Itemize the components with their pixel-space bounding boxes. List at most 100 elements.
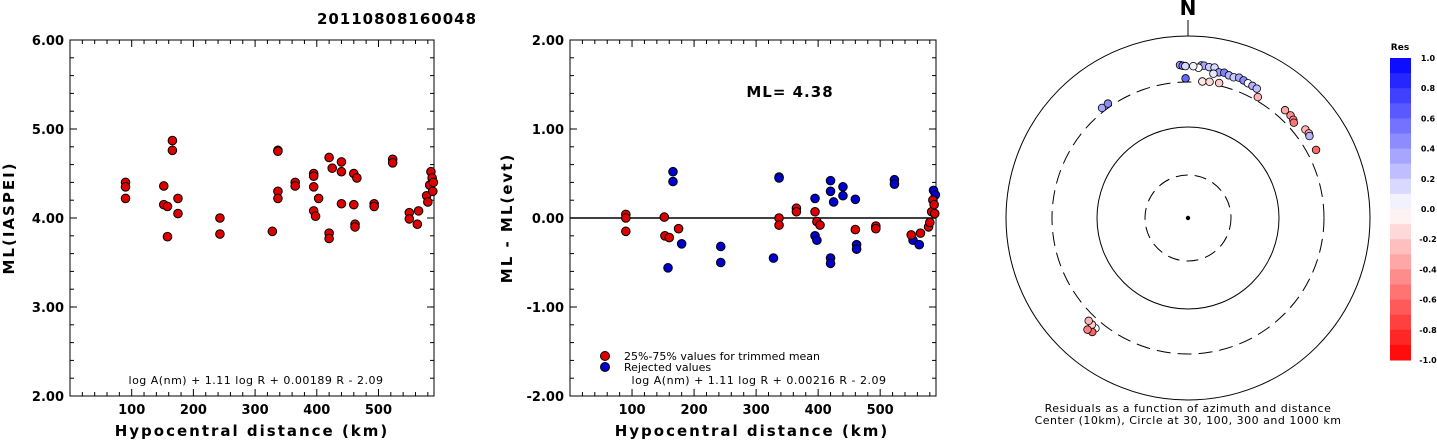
left-data-point xyxy=(308,171,319,181)
left-y-axis-label: ML(IASPEI) xyxy=(0,161,18,274)
left-data-point xyxy=(167,135,178,146)
left-data-point xyxy=(313,193,324,204)
mid-xtick-label: 300 xyxy=(743,403,770,418)
left-data-point xyxy=(162,201,173,212)
mid-accepted-point xyxy=(924,217,935,228)
left-ytick-label: 3.00 xyxy=(32,301,64,316)
mid-accepted-point xyxy=(664,232,675,243)
colorbar-label: 0.8 xyxy=(1421,84,1436,93)
mid-accepted-point xyxy=(774,220,784,230)
left-data-point xyxy=(348,199,359,210)
left-xtick-label: 500 xyxy=(365,403,392,418)
mid-rejected-point xyxy=(851,244,862,254)
mid-rejected-point xyxy=(668,176,678,187)
ring-30km xyxy=(1144,174,1232,262)
left-data-point xyxy=(324,233,334,244)
legend: 25%-75% values for trimmed mean Rejected… xyxy=(600,350,820,374)
left-data-point xyxy=(158,181,169,191)
left-data-point xyxy=(167,145,178,156)
left-ytick-label: 6.00 xyxy=(32,34,64,49)
mid-points xyxy=(621,166,941,273)
mid-accepted-point xyxy=(673,223,684,234)
colorbar-bands xyxy=(1390,58,1411,361)
left-data-point xyxy=(336,166,347,177)
colorbar-band xyxy=(1390,269,1411,285)
left-data-point xyxy=(215,213,225,223)
mid-accepted-point xyxy=(929,208,940,219)
colorbar-band xyxy=(1390,103,1411,119)
colorbar-band xyxy=(1390,314,1411,331)
mid-formula: log A(nm) + 1.11 log R + 0.00216 R - 2.0… xyxy=(632,374,887,387)
figure-title: 20110808160048 xyxy=(317,10,477,28)
legend-rejected-marker xyxy=(600,362,610,372)
colorbar-band xyxy=(1390,239,1411,255)
mid-y-axis-label: ML - ML(evt) xyxy=(498,153,516,283)
mid-ytick-label: 2.00 xyxy=(532,34,564,49)
polar-data-point xyxy=(1198,77,1207,86)
colorbar-label: 0.4 xyxy=(1421,145,1436,154)
left-points xyxy=(120,135,439,244)
colorbar-label: 0.0 xyxy=(1421,205,1436,214)
colorbar-band xyxy=(1390,133,1411,150)
mid-ytick-label: 0.00 xyxy=(532,212,564,227)
ring-100km xyxy=(1096,126,1280,310)
polar-data-point xyxy=(1289,118,1299,127)
colorbar-band xyxy=(1390,88,1411,104)
polar-data-point xyxy=(1181,61,1190,71)
colorbar-band xyxy=(1390,344,1411,361)
left-data-point xyxy=(120,193,131,204)
mid-accepted-point xyxy=(906,230,916,240)
colorbar-label: -0.6 xyxy=(1419,296,1437,305)
mid-ytick-label: -2.00 xyxy=(527,390,564,405)
mid-accepted-point xyxy=(791,206,802,217)
mid-accepted-point xyxy=(871,223,881,234)
left-data-point xyxy=(336,198,347,209)
ml-value-label: ML= 4.38 xyxy=(746,83,833,101)
mid-rejected-point xyxy=(663,263,673,273)
mid-rejected-point xyxy=(810,193,820,204)
colorbar-band xyxy=(1390,73,1411,89)
left-data-point xyxy=(310,211,321,222)
colorbar-band xyxy=(1390,178,1411,195)
left-data-point xyxy=(412,219,423,230)
left-data-point xyxy=(273,146,283,157)
left-data-point xyxy=(387,158,398,168)
mid-rejected-point xyxy=(768,253,779,263)
center-point xyxy=(1185,215,1191,221)
polar-data-point xyxy=(1097,103,1107,113)
mid-xtick-label: 200 xyxy=(680,403,707,418)
mid-rejected-point xyxy=(889,179,900,189)
left-data-point xyxy=(428,177,439,188)
mid-ytick-label: 1.00 xyxy=(532,123,564,138)
left-data-point xyxy=(324,152,334,163)
polar-caption-2: Center (10km), Circle at 30, 100, 300 an… xyxy=(1035,414,1342,427)
polar-data-point xyxy=(1280,106,1290,115)
colorbar-band xyxy=(1390,163,1411,180)
polar-points xyxy=(1083,60,1321,337)
left-data-point xyxy=(215,229,225,239)
polar-data-point xyxy=(1181,74,1190,83)
mid-ytick-label: -1.00 xyxy=(527,301,564,316)
colorbar-label: 1.0 xyxy=(1421,54,1436,63)
left-ytick-label: 2.00 xyxy=(32,390,64,405)
left-xtick-label: 400 xyxy=(303,403,330,418)
left-xtick-label: 300 xyxy=(242,403,269,418)
left-data-point xyxy=(413,206,424,216)
colorbar-band xyxy=(1390,284,1411,301)
colorbar-label: -0.4 xyxy=(1419,265,1437,274)
polar-data-point xyxy=(1209,69,1218,78)
left-x-axis-label: Hypocentral distance (km) xyxy=(115,422,390,440)
left-data-point xyxy=(352,173,362,183)
left-data-point xyxy=(290,181,300,191)
legend-accepted-label: 25%-75% values for trimmed mean xyxy=(624,350,820,363)
colorbar-label: -0.8 xyxy=(1419,326,1437,335)
mid-accepted-point xyxy=(810,206,820,217)
left-plot-frame xyxy=(69,39,435,397)
left-data-point xyxy=(120,182,131,192)
ring-1000km xyxy=(1005,35,1371,401)
mid-rejected-point xyxy=(825,258,836,269)
left-formula: log A(nm) + 1.11 log R + 0.00189 R - 2.0… xyxy=(129,374,384,387)
colorbar-label: 0.2 xyxy=(1421,175,1435,184)
polar-data-point xyxy=(1253,92,1263,102)
left-x-ticks: 100 200 300 400 500 xyxy=(81,40,429,418)
